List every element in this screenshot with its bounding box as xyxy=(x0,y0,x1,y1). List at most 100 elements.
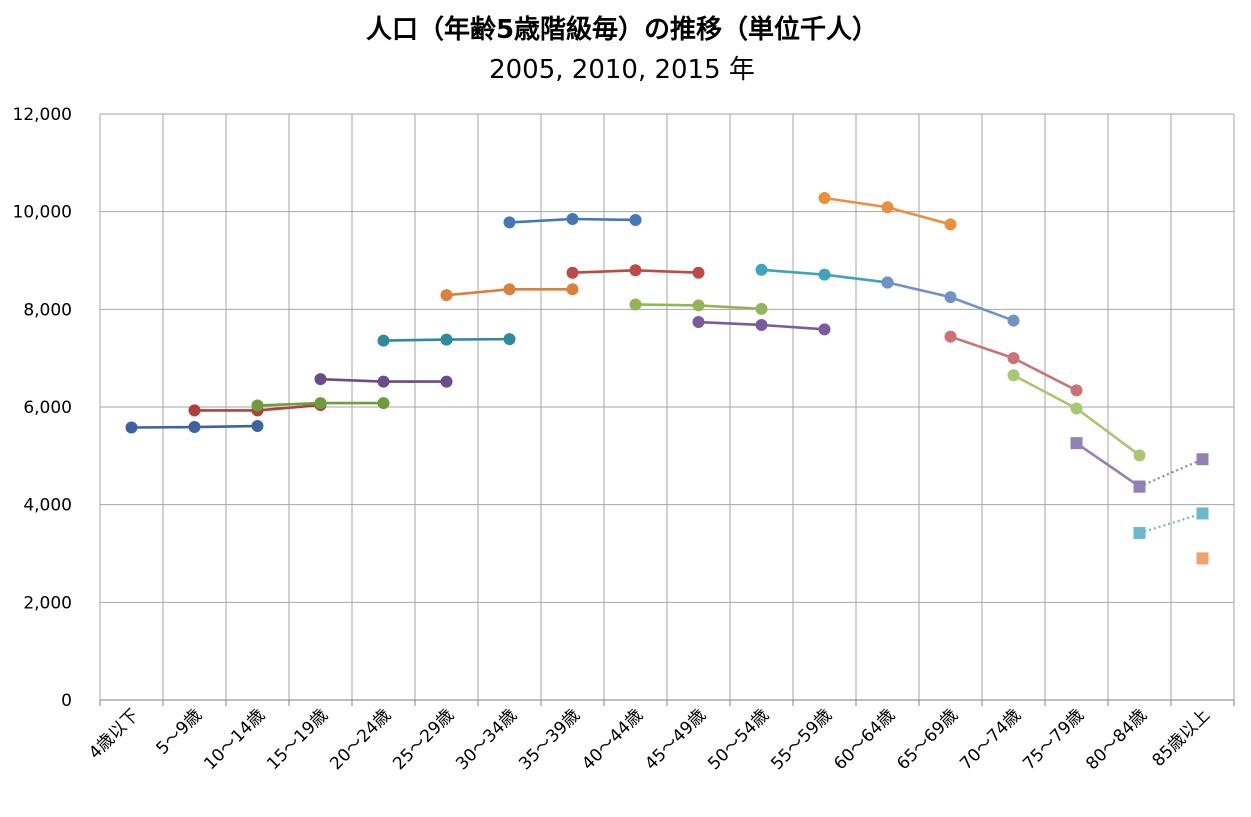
data-point xyxy=(314,373,327,386)
y-tick-label: 12,000 xyxy=(13,105,72,125)
series-5 xyxy=(440,283,579,302)
x-tick-label: 50～54歳 xyxy=(704,705,773,774)
x-tick-label: 60～64歳 xyxy=(830,705,899,774)
series-11 xyxy=(818,191,957,231)
data-point xyxy=(692,266,705,279)
x-tick-label: 70～74歳 xyxy=(956,705,1025,774)
data-point xyxy=(881,201,894,214)
data-point xyxy=(1133,526,1146,539)
series-layer xyxy=(125,191,1209,565)
y-tick-label: 10,000 xyxy=(13,203,72,223)
data-point xyxy=(944,330,957,343)
x-axis-ticks: 4歳以下 5～9歳10～14歳15～19歳20～24歳25～29歳30～34歳35… xyxy=(85,705,1214,774)
series-14 xyxy=(1007,369,1146,462)
data-point xyxy=(1196,453,1209,466)
series-6 xyxy=(503,212,642,229)
data-point xyxy=(1133,480,1146,493)
x-tick-label: 30～34歳 xyxy=(452,705,521,774)
data-point xyxy=(944,291,957,304)
chart-subtitle: 2005, 2010, 2015 年 xyxy=(489,55,755,85)
x-tick-label: 80～84歳 xyxy=(1082,705,1151,774)
y-axis-ticks: 0 2,000 4,000 6,000 8,000 10,000 12,000 xyxy=(13,105,72,711)
data-point xyxy=(503,216,516,229)
data-point xyxy=(188,421,201,434)
series-13 xyxy=(944,330,1083,397)
series-10 xyxy=(755,263,894,289)
data-point xyxy=(377,375,390,388)
x-tick-label: 20～24歳 xyxy=(326,705,395,774)
data-point xyxy=(818,191,831,204)
series-18 xyxy=(1196,552,1209,565)
data-point xyxy=(1070,437,1083,450)
series-2 xyxy=(251,397,390,412)
data-point xyxy=(314,397,327,410)
chart-title: 人口（年齢5歳階級毎）の推移（単位千人） xyxy=(366,14,878,45)
x-tick-label: 35～39歳 xyxy=(515,705,584,774)
series-12 xyxy=(881,276,1020,327)
x-tick-label: 45～49歳 xyxy=(641,705,710,774)
series-4 xyxy=(377,333,516,347)
x-tick-label: 4歳以下 xyxy=(85,705,143,763)
y-tick-label: 2,000 xyxy=(23,593,72,613)
data-point xyxy=(944,218,957,231)
series-3 xyxy=(314,373,453,388)
data-point xyxy=(440,289,453,302)
y-tick-label: 0 xyxy=(61,691,72,711)
data-point xyxy=(566,212,579,225)
data-point xyxy=(188,404,201,417)
data-point xyxy=(1196,507,1209,520)
data-point xyxy=(755,263,768,276)
x-tick-label: 25～29歳 xyxy=(389,705,458,774)
series-line xyxy=(1139,512,1203,535)
data-point xyxy=(1133,449,1146,462)
series-0 xyxy=(125,420,264,434)
series-line xyxy=(1139,458,1203,488)
data-point xyxy=(1007,369,1020,382)
x-tick-label: 65～69歳 xyxy=(893,705,962,774)
data-point xyxy=(692,299,705,312)
data-point xyxy=(1007,352,1020,365)
data-point xyxy=(440,333,453,346)
series-17 xyxy=(1133,507,1209,539)
data-point xyxy=(440,375,453,388)
series-7 xyxy=(566,264,705,279)
series-16 xyxy=(1133,453,1209,493)
x-tick-label: 55～59歳 xyxy=(767,705,836,774)
data-point xyxy=(251,420,264,433)
data-point xyxy=(377,334,390,347)
data-point xyxy=(881,276,894,289)
series-8 xyxy=(629,298,768,315)
data-point xyxy=(629,264,642,277)
x-tick-label: 15～19歳 xyxy=(263,705,332,774)
data-point xyxy=(566,266,579,279)
data-point xyxy=(125,421,138,434)
x-tick-label: 40～44歳 xyxy=(578,705,647,774)
x-tick-label: 10～14歳 xyxy=(200,705,269,774)
y-tick-label: 4,000 xyxy=(23,496,72,516)
data-point xyxy=(818,323,831,336)
x-tick-label: 85歳以上 xyxy=(1149,705,1215,771)
data-point xyxy=(755,318,768,331)
data-point xyxy=(503,333,516,346)
data-point xyxy=(755,302,768,315)
x-tick-label: 5～9歳 xyxy=(153,705,206,758)
data-point xyxy=(1007,314,1020,327)
series-9 xyxy=(692,316,831,336)
x-tick-label: 75～79歳 xyxy=(1019,705,1088,774)
data-point xyxy=(377,397,390,410)
data-point xyxy=(818,268,831,281)
data-point xyxy=(629,213,642,226)
data-point xyxy=(692,316,705,329)
data-point xyxy=(251,399,264,412)
y-tick-label: 6,000 xyxy=(23,398,72,418)
series-line xyxy=(1075,442,1141,488)
data-point xyxy=(1196,552,1209,565)
data-point xyxy=(566,283,579,296)
data-point xyxy=(1070,384,1083,397)
data-point xyxy=(629,298,642,311)
data-point xyxy=(503,283,516,296)
y-tick-label: 8,000 xyxy=(23,300,72,320)
data-point xyxy=(1070,402,1083,415)
